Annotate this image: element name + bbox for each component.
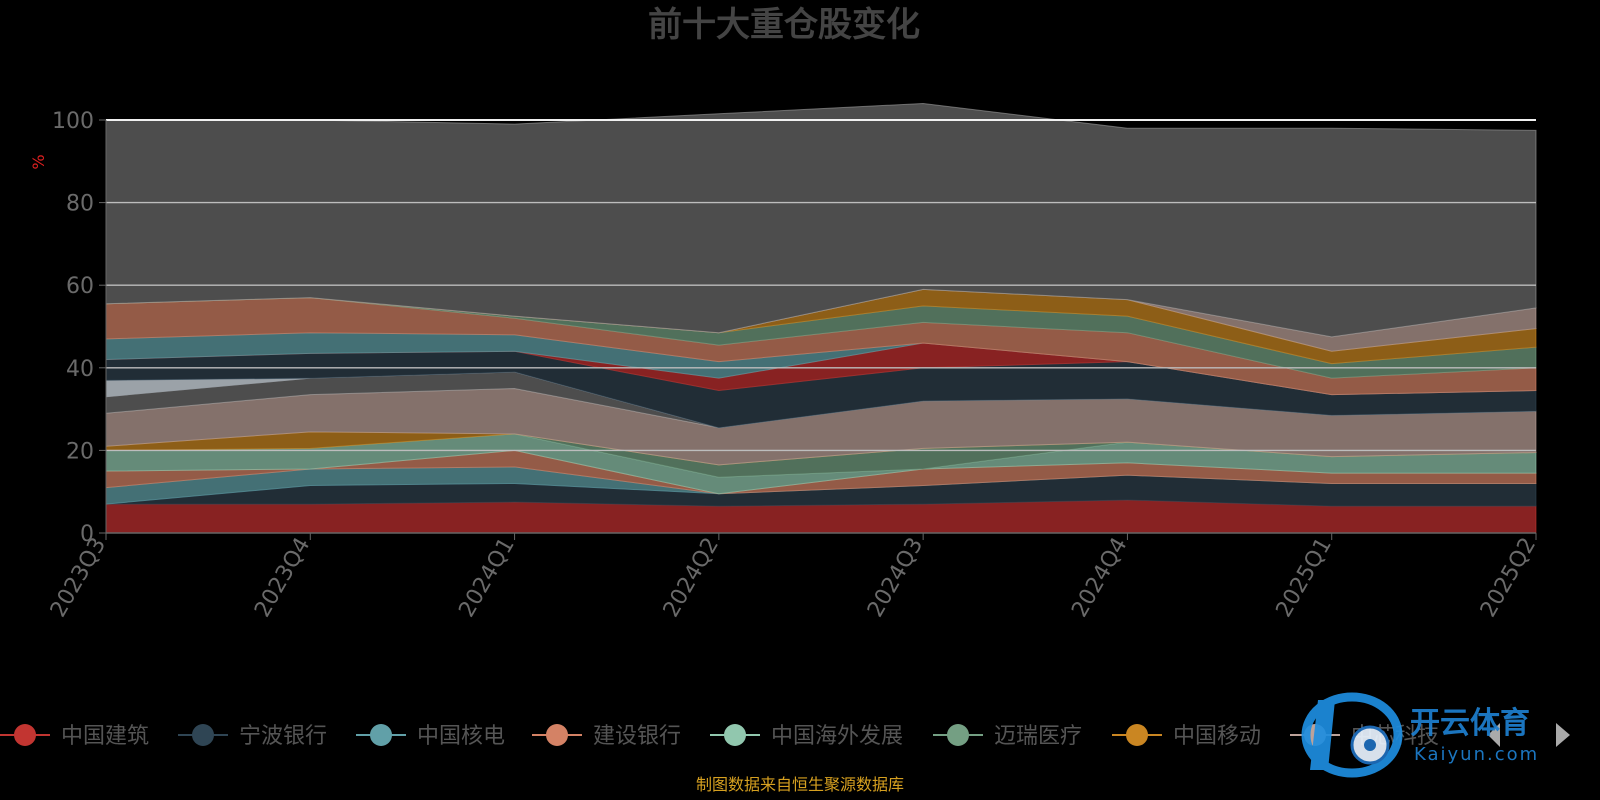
legend-item[interactable]: 中国海外发展 [710,724,903,749]
y-tick-label: 20 [66,439,94,464]
legend-prev-button[interactable] [1488,723,1500,747]
y-tick-label: 100 [52,109,94,134]
legend-label: 中国建筑 [61,724,149,749]
grid-lines [106,119,1536,452]
legend-circle-icon [947,724,969,746]
y-tick-label: 0 [80,522,94,547]
x-tick-label: 2024Q4 [1067,534,1132,622]
legend-circle-icon [192,724,214,746]
legend-item[interactable]: 中国建筑 [0,724,149,749]
x-tick-label: 2024Q2 [659,534,724,622]
legend-item[interactable]: 中国移动 [1112,724,1261,749]
legend-label: 中国海外发展 [771,724,903,749]
triangle-right-icon [1556,723,1570,747]
legend-circle-icon [370,724,392,746]
triangle-left-icon [1488,723,1500,747]
legend-label: 建设银行 [593,724,681,749]
legend-circle-icon [14,724,36,746]
x-tick-label: 2023Q4 [250,534,315,622]
legend[interactable]: 中国建筑 宁波银行 中国核电 建设银行 中国海外发展 迈瑞医疗 中国移动 中芯科技 [0,724,1439,749]
chart-title: 前十大重仓股变化 [648,5,920,45]
x-tick-label: 2024Q3 [863,534,928,622]
y-tick-label: 40 [66,357,94,382]
legend-item[interactable]: 宁波银行 [178,724,327,749]
y-axis-unit: % [29,154,48,169]
legend-item[interactable]: 建设银行 [532,724,681,749]
legend-label: 迈瑞医疗 [994,724,1082,749]
watermark: 开云体育 Kaiyun.com [1301,692,1539,778]
watermark-sub-text: Kaiyun.com [1414,744,1539,765]
y-tick-label: 60 [66,274,94,299]
legend-label: 中国核电 [417,724,505,749]
y-tick-label: 80 [66,192,94,217]
legend-circle-icon [546,724,568,746]
x-tick-label: 2025Q1 [1272,534,1337,622]
legend-label: 中国移动 [1173,724,1261,749]
watermark-brand-text: 开云体育 [1410,706,1530,741]
legend-next-button[interactable] [1556,723,1570,747]
legend-circle-icon [1126,724,1148,746]
soccer-ball-logo-icon [1301,692,1403,778]
legend-item[interactable]: 迈瑞医疗 [933,724,1082,749]
area-series-17 [105,102,1537,338]
legend-circle-icon [724,724,746,746]
legend-item[interactable]: 中国核电 [356,724,505,749]
legend-label: 宁波银行 [239,724,327,749]
x-tick-label: 2024Q1 [454,534,519,622]
area-series-layer [105,102,1537,534]
x-tick-label: 2023Q3 [46,534,111,622]
x-tick-label: 2025Q2 [1476,534,1541,622]
data-source-note: 制图数据来自恒生聚源数据库 [696,775,904,794]
